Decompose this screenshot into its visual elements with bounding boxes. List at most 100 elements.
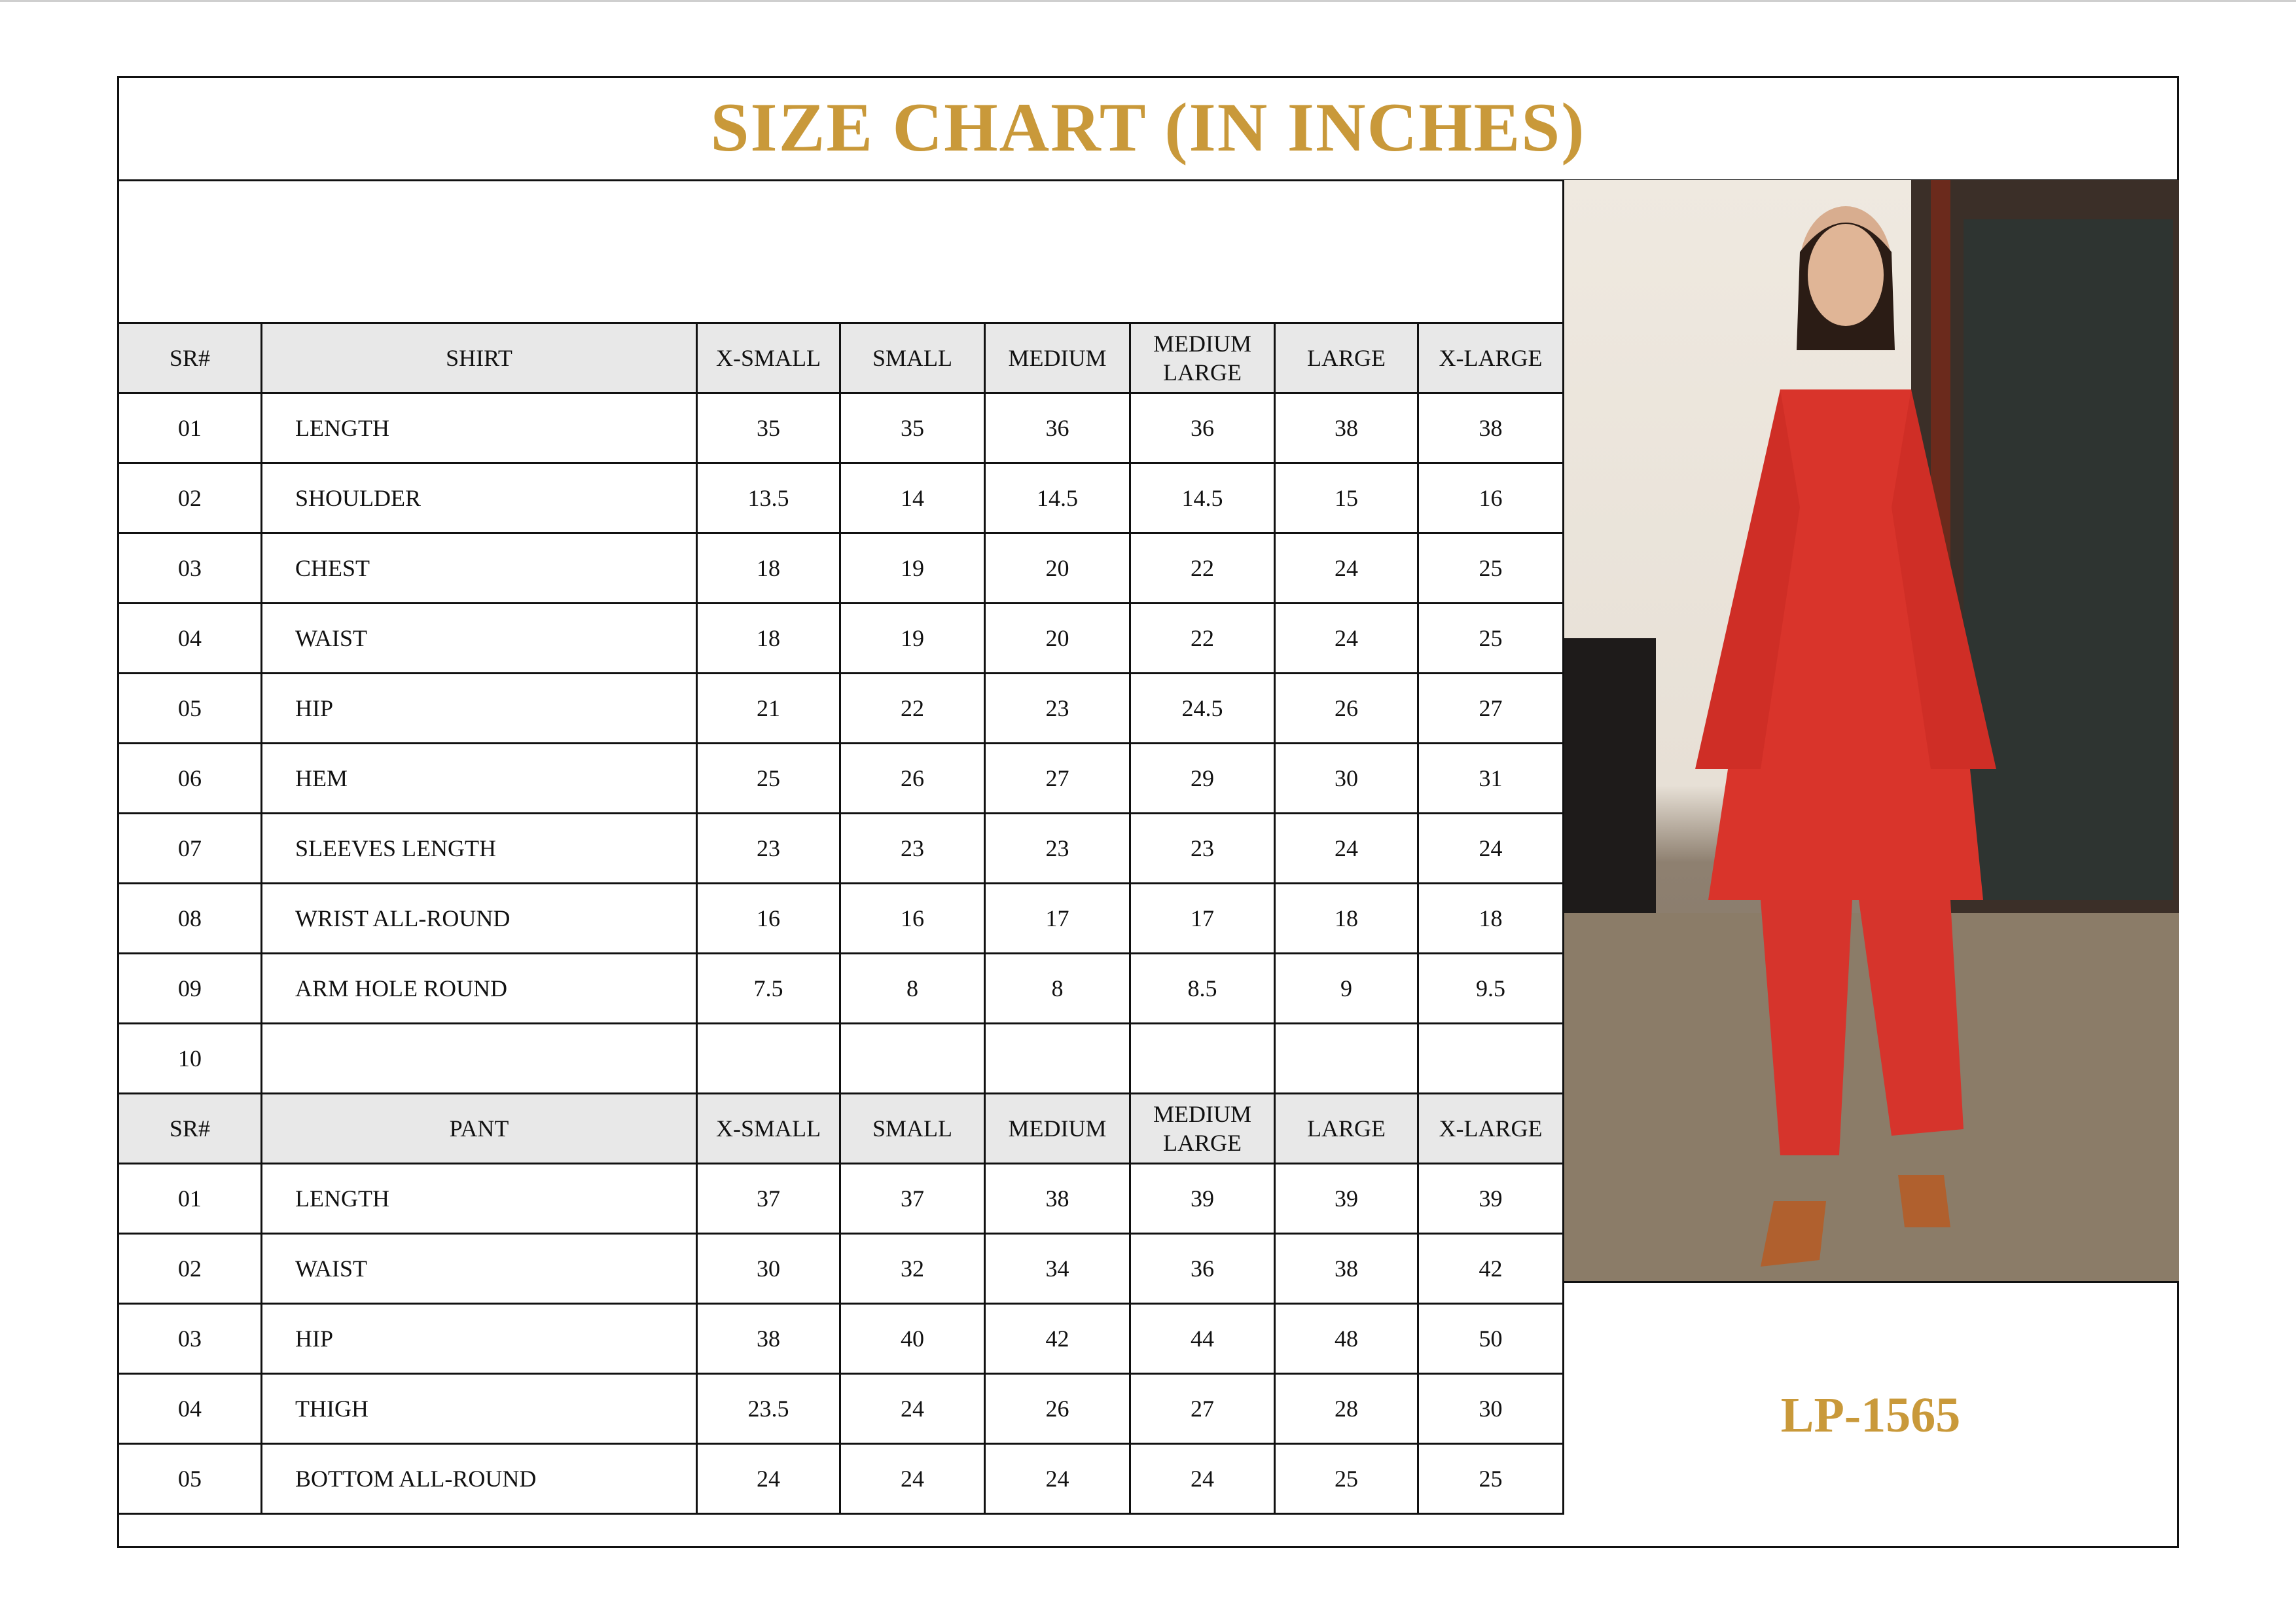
measurement-label: WAIST — [260, 602, 698, 674]
shirt-table-row: 08 WRIST ALL-ROUND 16 16 17 17 18 18 — [117, 882, 1564, 954]
column-header: MEDIUM — [984, 322, 1131, 394]
size-value: 8 — [839, 952, 986, 1024]
column-header: LARGE — [1274, 322, 1419, 394]
size-value: 18 — [1274, 882, 1419, 954]
pant-table-row: 03 HIP 38 40 42 44 48 50 — [117, 1303, 1564, 1375]
size-value: 25 — [696, 742, 841, 814]
size-value: 23 — [1129, 812, 1276, 884]
size-value: 37 — [696, 1163, 841, 1235]
size-value: 36 — [984, 392, 1131, 464]
shirt-table-row: 01 LENGTH 35 35 36 36 38 38 — [117, 392, 1564, 464]
size-value: 23.5 — [696, 1373, 841, 1445]
model-image — [1564, 180, 2179, 1281]
size-value: 15 — [1274, 462, 1419, 534]
sr-cell: 10 — [117, 1022, 262, 1094]
column-header: PANT — [260, 1092, 698, 1164]
pant-table-row: 01 LENGTH 37 37 38 39 39 39 — [117, 1163, 1564, 1235]
sr-cell: 03 — [117, 532, 262, 604]
measurement-label: HIP — [260, 672, 698, 744]
size-value: 25 — [1417, 602, 1564, 674]
sr-cell: 08 — [117, 882, 262, 954]
size-value: 9 — [1274, 952, 1419, 1024]
column-header: MEDIUM LARGE — [1129, 1092, 1276, 1164]
size-value: 24.5 — [1129, 672, 1276, 744]
size-value: 16 — [839, 882, 986, 954]
measurement-label: WAIST — [260, 1233, 698, 1305]
shirt-table-row: 10 — [117, 1022, 1564, 1094]
size-value: 24 — [839, 1373, 986, 1445]
size-value: 40 — [839, 1303, 986, 1375]
column-header: SR# — [117, 322, 262, 394]
shirt-table-row: 06 HEM 25 26 27 29 30 31 — [117, 742, 1564, 814]
size-value: 35 — [839, 392, 986, 464]
size-value: 18 — [1417, 882, 1564, 954]
sr-cell: 02 — [117, 1233, 262, 1305]
size-value: 23 — [984, 672, 1131, 744]
column-header: X-LARGE — [1417, 322, 1564, 394]
shirt-table-row: 03 CHEST 18 19 20 22 24 25 — [117, 532, 1564, 604]
size-value: 29 — [1129, 742, 1276, 814]
size-value: 26 — [839, 742, 986, 814]
pant-header-row: SR# PANT X-SMALL SMALL MEDIUM MEDIUM LARGE LARG… — [117, 1092, 1564, 1164]
sr-cell: 01 — [117, 392, 262, 464]
size-value: 30 — [1417, 1373, 1564, 1445]
size-value: 44 — [1129, 1303, 1276, 1375]
size-value: 20 — [984, 602, 1131, 674]
column-header: X-SMALL — [696, 322, 841, 394]
measurement-label: ARM HOLE ROUND — [260, 952, 698, 1024]
column-header: LARGE — [1274, 1092, 1419, 1164]
size-value: 23 — [696, 812, 841, 884]
size-value — [839, 1022, 986, 1094]
size-value: 24 — [1274, 812, 1419, 884]
size-value: 21 — [696, 672, 841, 744]
pant-table-row: 04 THIGH 23.5 24 26 27 28 30 — [117, 1373, 1564, 1445]
sr-cell: 01 — [117, 1163, 262, 1235]
size-value: 24 — [1129, 1443, 1276, 1515]
column-header: SMALL — [839, 322, 986, 394]
size-value: 39 — [1274, 1163, 1419, 1235]
size-value: 42 — [984, 1303, 1131, 1375]
size-value: 28 — [1274, 1373, 1419, 1445]
size-value: 16 — [1417, 462, 1564, 534]
size-value: 19 — [839, 532, 986, 604]
size-value: 20 — [984, 532, 1131, 604]
size-value: 17 — [1129, 882, 1276, 954]
size-value — [984, 1022, 1131, 1094]
sr-cell: 04 — [117, 1373, 262, 1445]
sr-cell: 07 — [117, 812, 262, 884]
size-value: 22 — [1129, 602, 1276, 674]
sr-cell: 09 — [117, 952, 262, 1024]
size-value: 26 — [1274, 672, 1419, 744]
size-value: 23 — [839, 812, 986, 884]
size-value: 48 — [1274, 1303, 1419, 1375]
size-value: 26 — [984, 1373, 1131, 1445]
measurement-label: LENGTH — [260, 1163, 698, 1235]
size-value: 25 — [1417, 1443, 1564, 1515]
size-value: 16 — [696, 882, 841, 954]
sr-cell: 06 — [117, 742, 262, 814]
size-value: 25 — [1417, 532, 1564, 604]
size-value: 14.5 — [1129, 462, 1276, 534]
size-value: 25 — [1274, 1443, 1419, 1515]
size-value: 38 — [1417, 392, 1564, 464]
size-value: 22 — [1129, 532, 1276, 604]
top-divider — [0, 0, 2296, 2]
size-value: 35 — [696, 392, 841, 464]
size-value: 18 — [696, 602, 841, 674]
size-value: 8 — [984, 952, 1131, 1024]
sr-cell: 05 — [117, 1443, 262, 1515]
size-value: 39 — [1417, 1163, 1564, 1235]
size-value: 34 — [984, 1233, 1131, 1305]
size-value: 24 — [696, 1443, 841, 1515]
size-table: SR# SHIRT X-SMALL SMALL MEDIUM MEDIUM LARGE LAR… — [117, 322, 1564, 1515]
measurement-label: HIP — [260, 1303, 698, 1375]
size-value — [1274, 1022, 1419, 1094]
size-value: 24 — [1417, 812, 1564, 884]
size-value: 9.5 — [1417, 952, 1564, 1024]
measurement-label: HEM — [260, 742, 698, 814]
column-header: SHIRT — [260, 322, 698, 394]
measurement-label: SLEEVES LENGTH — [260, 812, 698, 884]
shirt-table-row: 02 SHOULDER 13.5 14 14.5 14.5 15 16 — [117, 462, 1564, 534]
size-value: 27 — [1417, 672, 1564, 744]
sr-cell: 03 — [117, 1303, 262, 1375]
